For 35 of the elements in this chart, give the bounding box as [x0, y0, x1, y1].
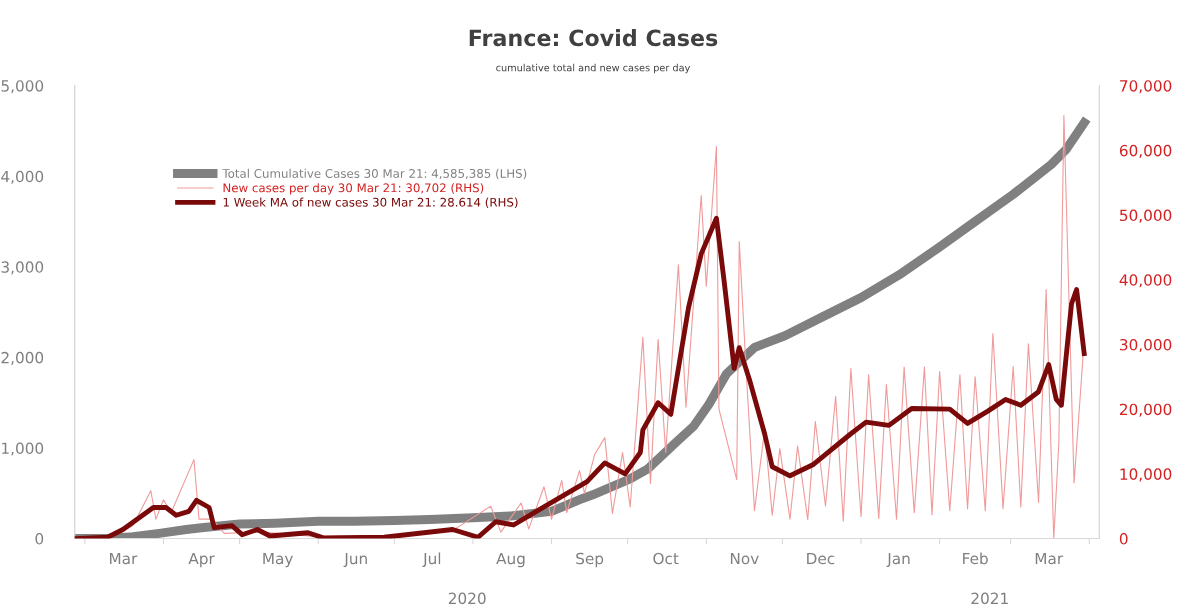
x-tick-label: Apr	[188, 552, 215, 568]
legend-label: 1 Week MA of new cases 30 Mar 21: 28.614 (RHS)	[223, 197, 518, 209]
x-tick-label: Sep	[576, 552, 604, 568]
x-tick-label: Nov	[730, 552, 759, 565]
y-tick-label: 2,000	[1, 351, 44, 365]
y-tick-label: 0	[35, 533, 44, 545]
legend-label: New cases per day 30 Mar 21: 30,702 (RHS)	[223, 183, 484, 195]
y2-tick-label: 40,000	[1119, 274, 1172, 288]
y2-tick-label: 20,000	[1119, 403, 1172, 417]
chart-title: France: Covid Cases	[469, 29, 718, 47]
y-tick-label: 3,000	[1, 261, 44, 275]
x-tick-label: Aug	[496, 552, 525, 568]
x-tick-label: Feb	[963, 552, 988, 565]
x-tick-label: Mar	[110, 552, 138, 565]
y-tick-label: 5,000	[1, 80, 44, 94]
chart-subtitle: cumulative total and new cases per day	[496, 63, 691, 74]
y2-tick-label: 30,000	[1120, 338, 1172, 353]
x-tick-label: Jul	[422, 552, 441, 568]
x-tick-label: Oct	[653, 552, 679, 565]
line-series	[74, 215, 1087, 539]
x-tick-label: Mar	[1035, 552, 1064, 565]
x-tick-label: Dec	[807, 552, 835, 565]
x-tick-label: May	[263, 552, 293, 568]
y2-tick-label: 0	[1119, 533, 1128, 545]
x-tick-label: Jun	[343, 552, 367, 568]
legend-label: Total Cumulative Cases 30 Mar 21: 4,585,385 (LHS)	[222, 168, 527, 180]
y2-tick-label: 50,000	[1120, 209, 1172, 223]
y-tick-label: 1,000	[2, 442, 44, 456]
x-tick-label: Jan	[886, 552, 910, 568]
y2-tick-label: 70,000	[1120, 80, 1172, 94]
text: 2020	[448, 592, 486, 605]
text: 2021	[971, 592, 1008, 605]
y2-tick-label: 10,000	[1120, 468, 1172, 482]
y2-tick-label: 60,000	[1119, 144, 1172, 158]
y-tick-label: 4,000	[1, 170, 44, 184]
